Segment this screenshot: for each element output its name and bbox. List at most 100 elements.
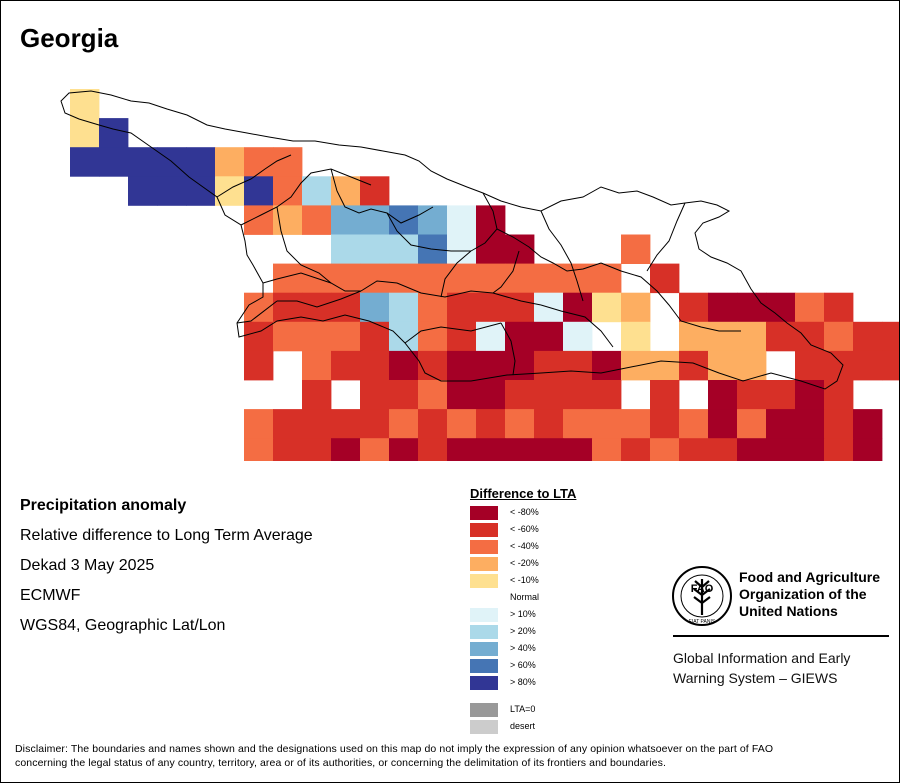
anomaly-cell [360,438,390,461]
admin-boundary [496,228,602,272]
anomaly-cell [447,321,477,352]
anomaly-cell [186,176,216,206]
anomaly-cell [563,350,593,381]
anomaly-cell [679,292,709,323]
anomaly-cell [534,263,564,294]
legend-label: > 40% [510,643,536,653]
anomaly-cell [476,380,506,410]
anomaly-cell [795,438,825,461]
anomaly-cell [331,176,361,206]
anomaly-cell [679,350,709,381]
anomaly-cell [476,234,506,264]
anomaly-cell [244,409,274,439]
legend-item: < -40% [470,539,640,556]
anomaly-cell [592,380,622,410]
anomaly-cell [679,438,709,461]
fao-name-line: United Nations [739,603,838,619]
divider [673,635,889,637]
anomaly-cell [244,438,274,461]
legend-item: < -60% [470,522,640,539]
anomaly-cell [186,147,216,177]
legend-item: < -10% [470,573,640,590]
legend-swatch [470,574,498,588]
legend-item: > 40% [470,641,640,658]
anomaly-cell [708,350,738,381]
anomaly-cell [650,380,680,410]
anomaly-cell [476,321,506,352]
anomaly-cell [505,350,535,381]
anomaly-cell [882,350,899,381]
anomaly-cell [389,380,419,410]
anomaly-cell [476,292,506,323]
anomaly-cell [650,350,680,381]
anomaly-cell [302,438,332,461]
anomaly-cell [302,380,332,410]
anomaly-cell [418,321,448,352]
anomaly-cell [592,350,622,381]
anomaly-cell [389,205,419,235]
anomaly-grid [70,89,899,461]
anomaly-cell [621,438,651,461]
anomaly-cell [418,350,448,381]
legend-item: > 10% [470,607,640,624]
legend-label: desert [510,721,536,731]
anomaly-cell [70,89,100,119]
anomaly-cell [621,321,651,352]
anomaly-cell [244,147,274,177]
legend-item: Normal [470,590,640,607]
fao-name-line: Food and Agriculture [739,569,881,585]
anomaly-cell [476,350,506,381]
anomaly-cell [302,321,332,352]
anomaly-cell [795,321,825,352]
anomaly-cell [331,205,361,235]
anomaly-cell [737,409,767,439]
anomaly-cell [853,350,883,381]
admin-boundary [277,290,362,308]
admin-boundary [600,262,741,332]
legend-swatch [470,506,498,520]
anomaly-cell [563,380,593,410]
anomaly-cell [244,176,274,206]
anomaly-cell [737,321,767,352]
anomaly-cell [853,321,883,352]
anomaly-cell [273,438,303,461]
anomaly-cell [824,321,854,352]
admin-boundary [492,250,520,294]
legend-label: < -60% [510,524,539,534]
giews-name: Global Information and Early Warning Sys… [673,648,893,688]
country-outline [60,90,844,390]
anomaly-cell [592,438,622,461]
anomaly-cell [621,234,651,264]
anomaly-cell [882,321,899,352]
anomaly-cell [621,292,651,323]
anomaly-cell [273,176,303,206]
anomaly-cell [505,234,535,264]
anomaly-cell [99,118,129,148]
anomaly-cell [766,438,796,461]
admin-boundary [276,206,332,284]
anomaly-cell [708,321,738,352]
anomaly-cell [302,409,332,439]
legend-swatch [470,720,498,734]
anomaly-cell [360,234,390,264]
anomaly-cell [505,438,535,461]
anomaly-cell [534,321,564,352]
anomaly-cell [795,409,825,439]
anomaly-cell [331,234,361,264]
anomaly-cell [476,205,506,235]
disclaimer: Disclaimer: The boundaries and names sho… [15,742,890,770]
giews-line: Warning System – GIEWS [673,670,838,686]
info-period: Dekad 3 May 2025 [20,557,155,574]
admin-boundary [646,202,686,272]
anomaly-cell [418,409,448,439]
map-info: Precipitation anomaly Relative differenc… [20,491,313,641]
legend-label: > 60% [510,660,536,670]
anomaly-cell [737,380,767,410]
anomaly-cell [592,263,622,294]
legend-label: < -80% [510,507,539,517]
anomaly-cell [737,438,767,461]
anomaly-cell [824,292,854,323]
anomaly-cell [505,263,535,294]
anomaly-cell [273,409,303,439]
